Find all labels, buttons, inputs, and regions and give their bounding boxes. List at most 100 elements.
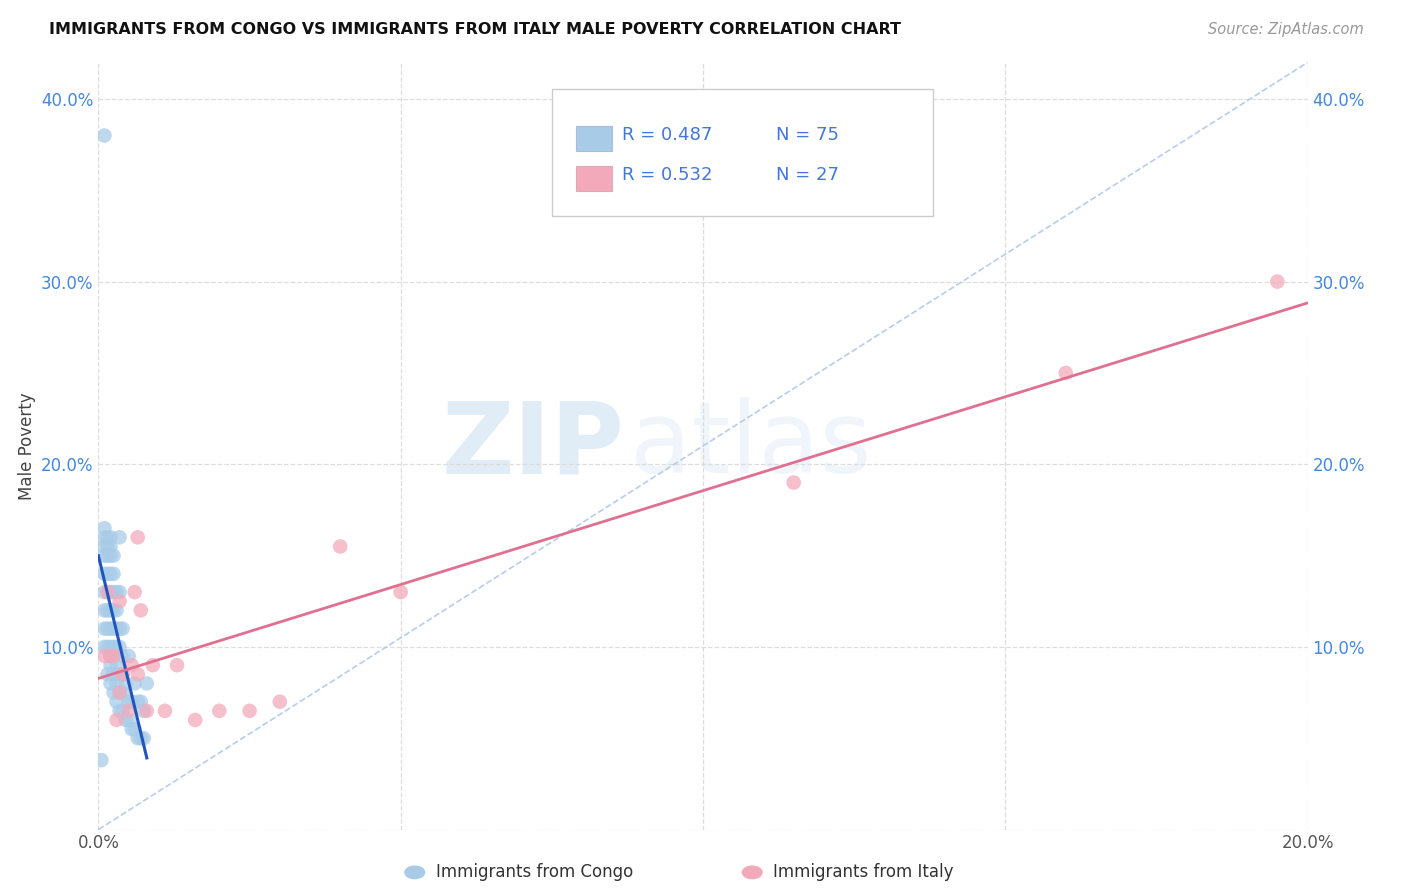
Point [100, 676, 122, 690]
Point [108, 704, 131, 718]
Point [105, 603, 128, 617]
Point [184, 713, 207, 727]
Point [239, 704, 262, 718]
Point [329, 540, 352, 554]
Point [783, 475, 806, 490]
Point [118, 704, 141, 718]
Point [100, 549, 122, 563]
Text: Source: ZipAtlas.com: Source: ZipAtlas.com [1208, 22, 1364, 37]
Point [114, 676, 136, 690]
Point [103, 648, 125, 663]
Point [90, 753, 112, 767]
Point [166, 658, 188, 673]
Point [118, 695, 141, 709]
Point [111, 704, 134, 718]
Point [96, 640, 118, 654]
Point [121, 695, 143, 709]
Point [100, 622, 122, 636]
Y-axis label: Male Poverty: Male Poverty [17, 392, 35, 500]
Point [111, 622, 134, 636]
Point [100, 603, 122, 617]
Point [132, 704, 155, 718]
Point [96, 549, 118, 563]
Point [96, 622, 118, 636]
Point [100, 585, 122, 599]
Point [103, 685, 125, 699]
Point [129, 603, 152, 617]
Point [118, 713, 141, 727]
Point [121, 658, 143, 673]
Point [111, 667, 134, 681]
Point [103, 667, 125, 681]
Point [135, 676, 157, 690]
Point [124, 676, 146, 690]
Point [93, 521, 115, 535]
Point [108, 585, 131, 599]
Point [100, 530, 122, 544]
Point [100, 648, 122, 663]
Point [389, 585, 412, 599]
Point [93, 603, 115, 617]
Text: R = 0.487: R = 0.487 [621, 127, 713, 145]
Point [108, 685, 131, 699]
Point [127, 731, 149, 746]
Point [111, 667, 134, 681]
Point [153, 704, 176, 718]
Point [93, 549, 115, 563]
Point [1054, 366, 1077, 380]
Text: R = 0.532: R = 0.532 [621, 166, 713, 185]
Text: N = 75: N = 75 [776, 127, 838, 145]
Point [108, 530, 131, 544]
Point [103, 603, 125, 617]
Point [96, 566, 118, 581]
Point [103, 640, 125, 654]
Point [129, 695, 152, 709]
Point [96, 540, 118, 554]
Point [103, 622, 125, 636]
Point [93, 585, 115, 599]
Point [127, 695, 149, 709]
Text: Immigrants from Congo: Immigrants from Congo [436, 863, 633, 881]
FancyBboxPatch shape [551, 89, 932, 216]
Point [105, 640, 128, 654]
Text: IMMIGRANTS FROM CONGO VS IMMIGRANTS FROM ITALY MALE POVERTY CORRELATION CHART: IMMIGRANTS FROM CONGO VS IMMIGRANTS FROM… [49, 22, 901, 37]
Point [108, 640, 131, 654]
Text: ZIP: ZIP [441, 398, 624, 494]
Point [132, 731, 155, 746]
Point [127, 667, 149, 681]
Point [100, 640, 122, 654]
Point [114, 713, 136, 727]
Point [111, 648, 134, 663]
Point [93, 622, 115, 636]
Point [108, 667, 131, 681]
Point [103, 549, 125, 563]
Point [93, 128, 115, 143]
FancyBboxPatch shape [576, 166, 613, 191]
Point [103, 585, 125, 599]
Point [105, 676, 128, 690]
Point [124, 722, 146, 736]
Point [96, 667, 118, 681]
Point [93, 648, 115, 663]
Point [208, 704, 231, 718]
Point [100, 658, 122, 673]
Point [103, 566, 125, 581]
Point [105, 622, 128, 636]
Point [129, 731, 152, 746]
Point [93, 540, 115, 554]
Point [121, 722, 143, 736]
Point [100, 566, 122, 581]
Point [103, 648, 125, 663]
Text: atlas: atlas [630, 398, 872, 494]
Point [96, 530, 118, 544]
Point [108, 594, 131, 608]
Point [108, 622, 131, 636]
Point [100, 540, 122, 554]
Point [93, 566, 115, 581]
Point [118, 648, 141, 663]
Point [93, 640, 115, 654]
Point [105, 585, 128, 599]
Point [1267, 275, 1289, 289]
Text: Immigrants from Italy: Immigrants from Italy [773, 863, 953, 881]
Point [135, 704, 157, 718]
